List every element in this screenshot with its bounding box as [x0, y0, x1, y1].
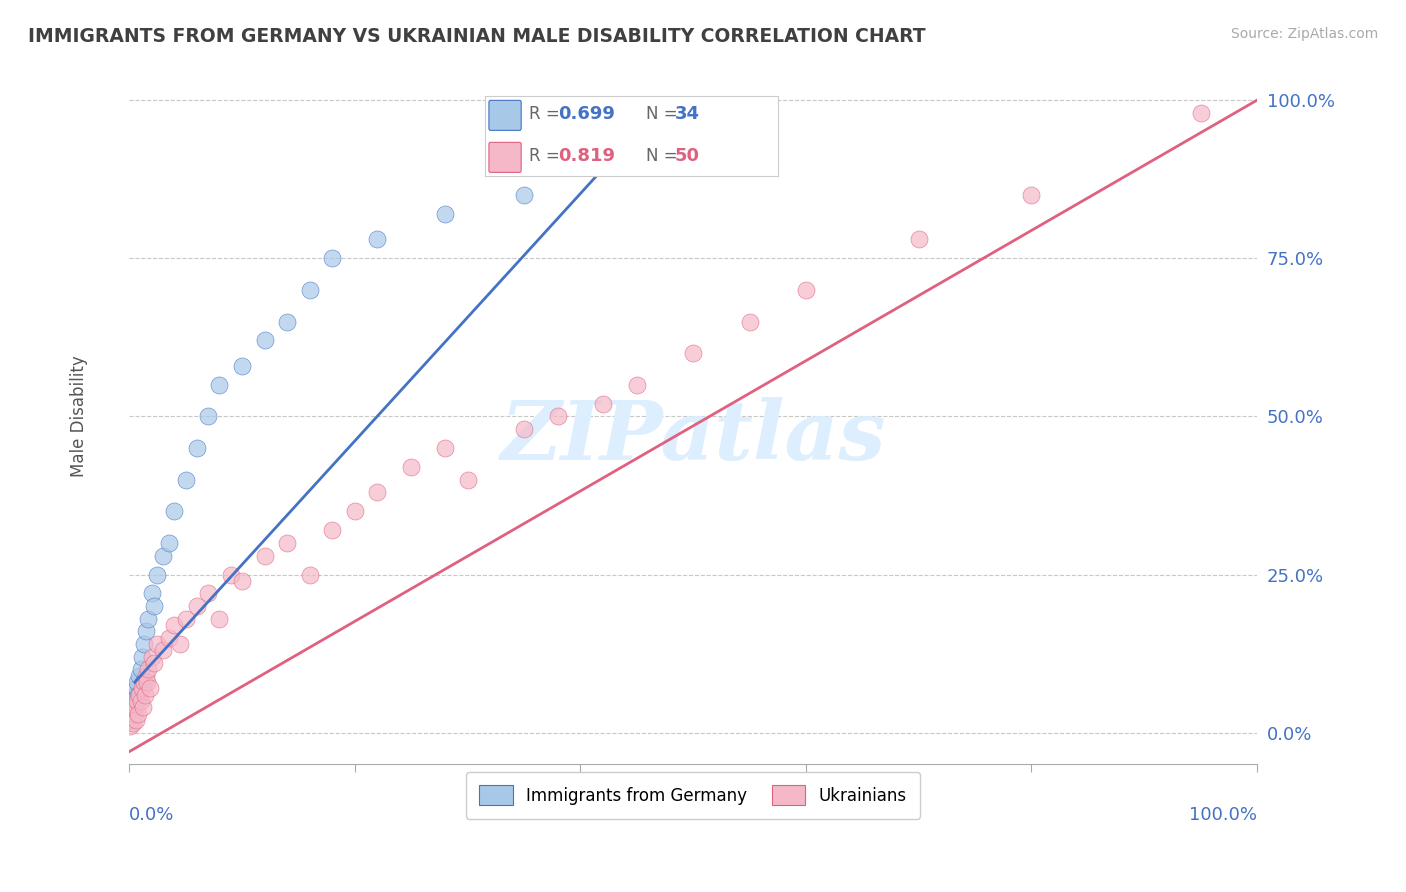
Point	[253, 334, 276, 348]
Point	[253, 549, 276, 563]
Point	[127, 706, 149, 721]
Text: ZIPatlas: ZIPatlas	[501, 397, 886, 477]
Point	[138, 662, 160, 676]
Point	[146, 637, 169, 651]
Point	[128, 669, 150, 683]
Point	[321, 252, 343, 266]
Point	[138, 612, 160, 626]
Point	[208, 377, 231, 392]
Point	[157, 631, 180, 645]
Point	[152, 549, 174, 563]
Point	[457, 473, 479, 487]
Point	[626, 377, 648, 392]
Point	[132, 700, 155, 714]
Point	[1189, 105, 1212, 120]
Point	[163, 504, 186, 518]
Point	[738, 314, 761, 328]
Point	[157, 536, 180, 550]
Point	[128, 688, 150, 702]
Point	[121, 706, 143, 721]
Point	[547, 409, 569, 424]
Point	[122, 706, 145, 721]
Point	[131, 681, 153, 696]
Point	[298, 283, 321, 297]
Point	[146, 567, 169, 582]
Text: 0.0%: 0.0%	[129, 806, 174, 824]
Text: 100.0%: 100.0%	[1189, 806, 1257, 824]
Point	[120, 719, 142, 733]
Point	[366, 485, 388, 500]
Point	[163, 618, 186, 632]
Point	[127, 694, 149, 708]
Point	[174, 473, 197, 487]
Point	[132, 675, 155, 690]
Point	[399, 460, 422, 475]
Point	[169, 637, 191, 651]
Point	[129, 694, 152, 708]
Point	[298, 567, 321, 582]
Point	[186, 441, 208, 455]
Point	[366, 232, 388, 246]
Point	[127, 675, 149, 690]
Point	[513, 422, 536, 436]
Point	[127, 688, 149, 702]
Point	[121, 694, 143, 708]
Point	[125, 713, 148, 727]
Point	[143, 599, 166, 614]
Text: Male Disability: Male Disability	[69, 356, 87, 477]
Text: Source: ZipAtlas.com: Source: ZipAtlas.com	[1230, 27, 1378, 41]
Point	[138, 681, 160, 696]
Point	[197, 586, 219, 600]
Point	[125, 681, 148, 696]
Point	[174, 612, 197, 626]
Point	[141, 586, 163, 600]
Point	[231, 574, 253, 588]
Point	[1021, 188, 1043, 202]
Point	[129, 662, 152, 676]
Point	[131, 649, 153, 664]
Point	[134, 688, 156, 702]
Point	[434, 441, 457, 455]
Point	[124, 688, 146, 702]
Point	[135, 624, 157, 639]
Point	[219, 567, 242, 582]
Point	[132, 637, 155, 651]
Point	[682, 346, 704, 360]
Point	[121, 713, 143, 727]
Point	[231, 359, 253, 373]
Point	[121, 716, 143, 731]
Point	[276, 536, 298, 550]
Point	[794, 283, 817, 297]
Point	[592, 397, 614, 411]
Point	[143, 656, 166, 670]
Point	[208, 612, 231, 626]
Text: IMMIGRANTS FROM GERMANY VS UKRAINIAN MALE DISABILITY CORRELATION CHART: IMMIGRANTS FROM GERMANY VS UKRAINIAN MAL…	[28, 27, 925, 45]
Legend: Immigrants from Germany, Ukrainians: Immigrants from Germany, Ukrainians	[467, 772, 920, 819]
Point	[343, 504, 366, 518]
Point	[122, 700, 145, 714]
Point	[276, 314, 298, 328]
Point	[120, 713, 142, 727]
Point	[186, 599, 208, 614]
Point	[434, 207, 457, 221]
Point	[136, 675, 159, 690]
Point	[197, 409, 219, 424]
Point	[132, 675, 155, 690]
Point	[907, 232, 929, 246]
Point	[626, 156, 648, 170]
Point	[141, 649, 163, 664]
Point	[152, 643, 174, 657]
Point	[124, 700, 146, 714]
Point	[513, 188, 536, 202]
Point	[321, 523, 343, 537]
Point	[135, 669, 157, 683]
